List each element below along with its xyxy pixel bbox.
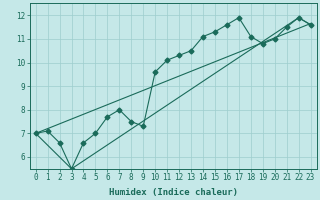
X-axis label: Humidex (Indice chaleur): Humidex (Indice chaleur): [108, 188, 238, 197]
